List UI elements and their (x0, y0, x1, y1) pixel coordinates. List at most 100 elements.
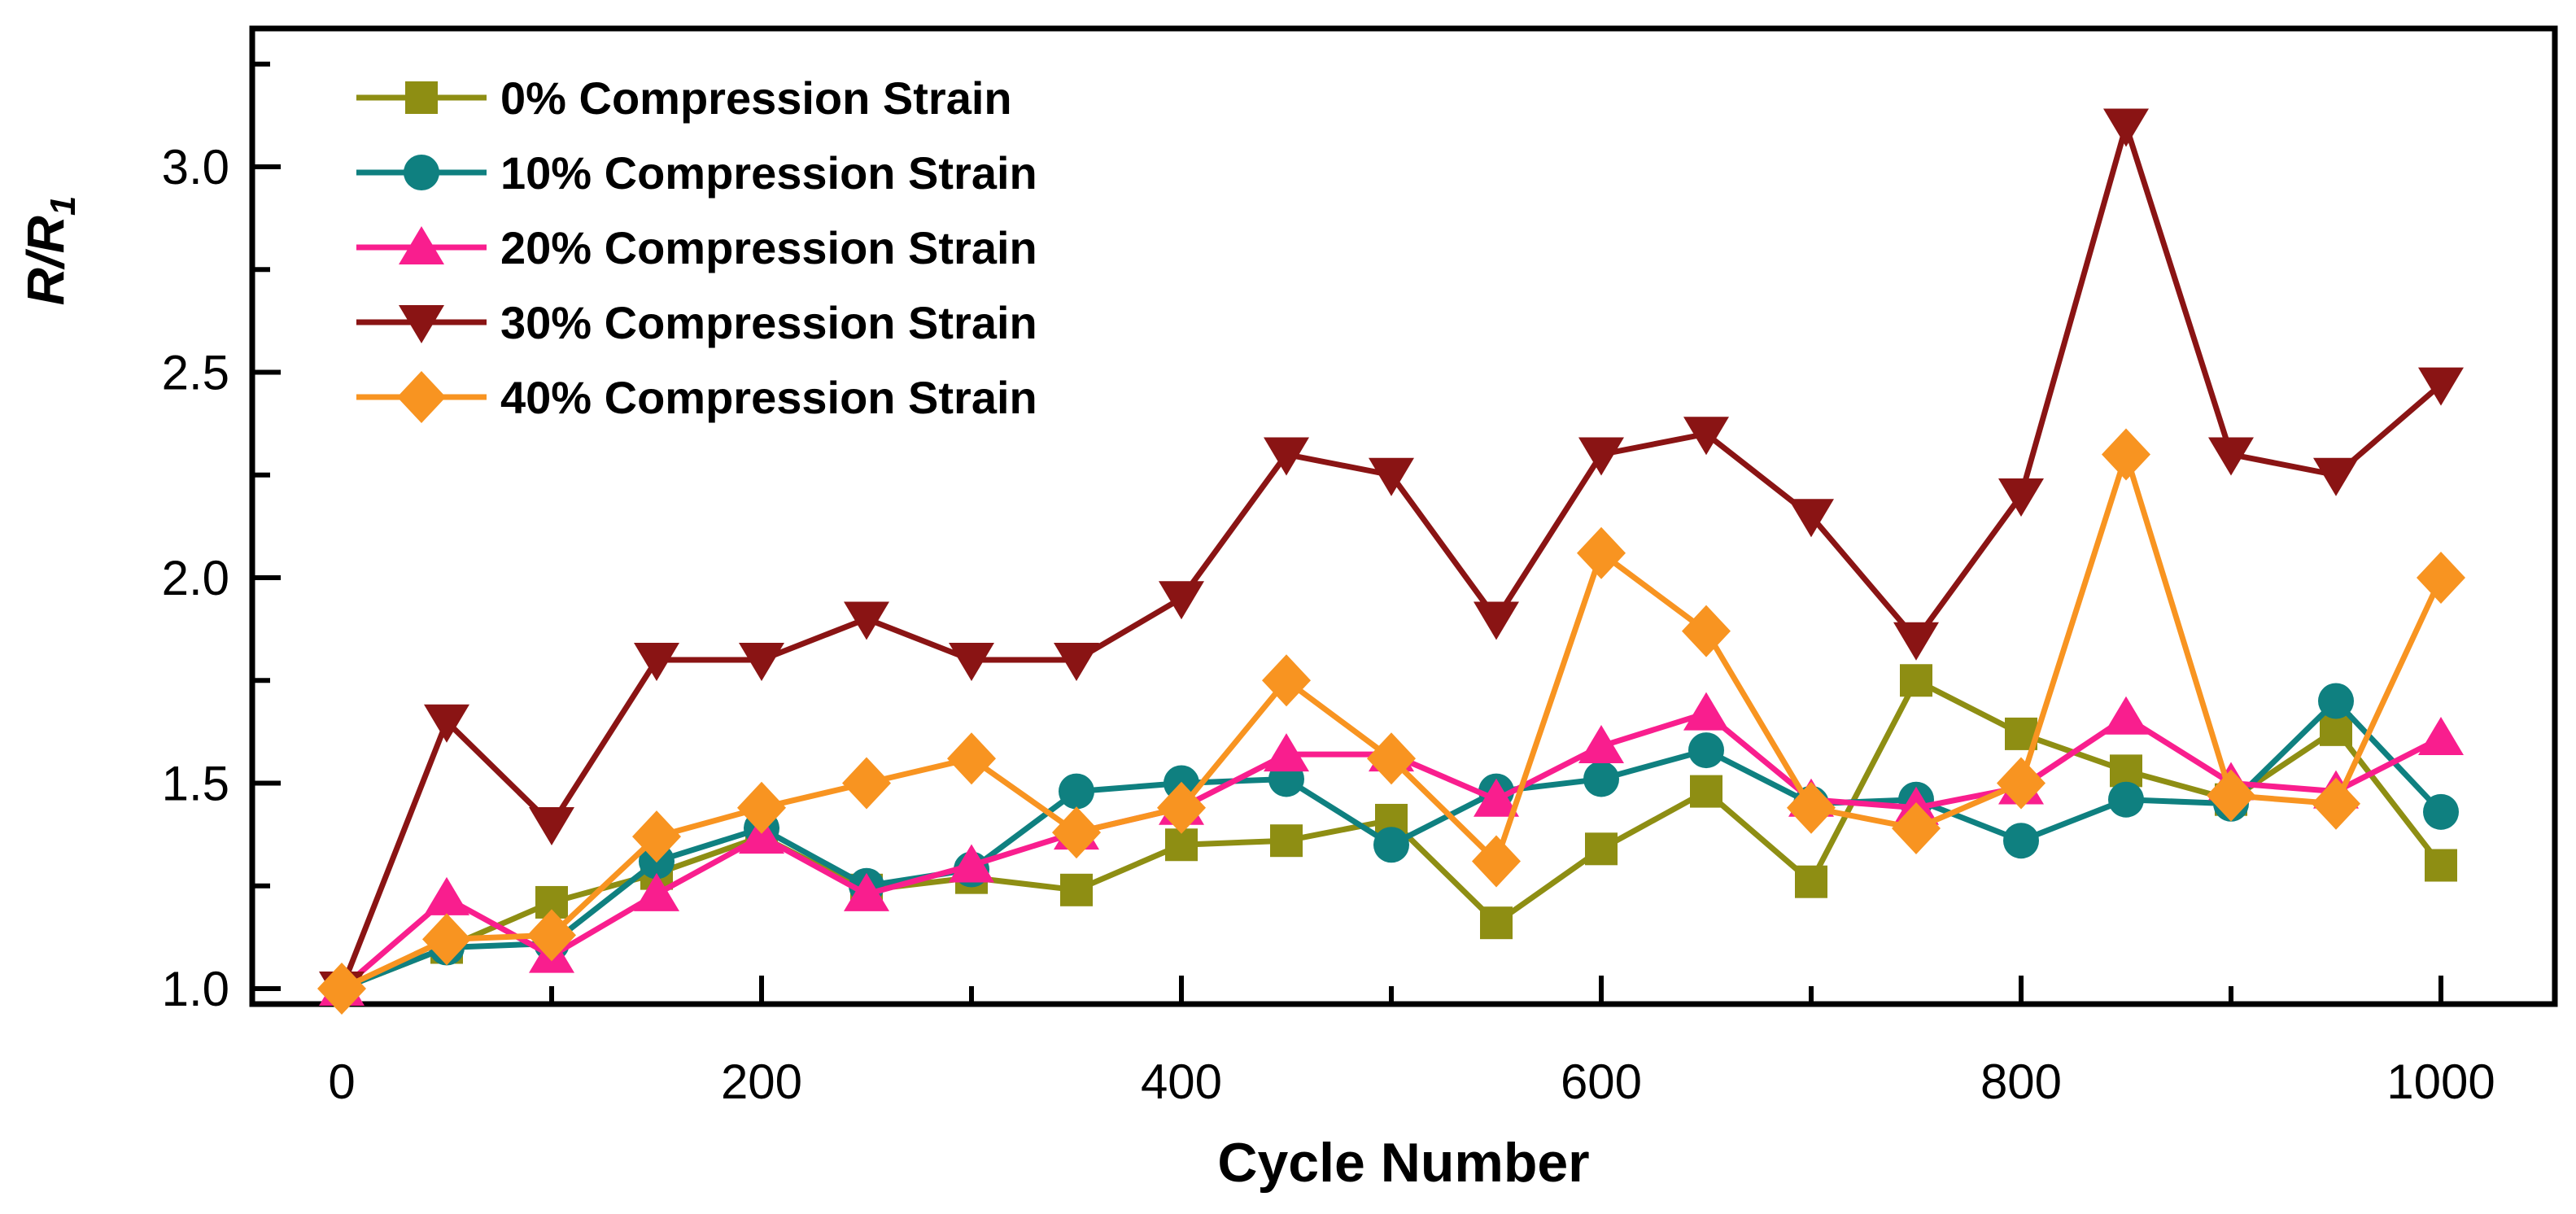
data-point-marker (1059, 773, 1094, 810)
data-point-marker (1373, 827, 1409, 863)
x-tick-label: 600 (1561, 1055, 1642, 1109)
data-point-marker (844, 601, 889, 640)
legend-label: 40% Compression Strain (500, 372, 1037, 423)
x-axis-title: Cycle Number (1217, 1132, 1589, 1194)
legend-item-30pct: 30% Compression Strain (356, 297, 1037, 348)
data-point-marker (947, 732, 996, 785)
data-point-marker (632, 810, 681, 863)
axis-labels: 0 200 400 600 800 1000 1.0 1.5 2.0 2.5 3.0 Cycle Nu… (16, 140, 2495, 1194)
data-point-marker (1998, 478, 2044, 517)
series-40pct (317, 428, 2465, 1015)
data-point-marker (1264, 733, 1309, 772)
data-point-marker (1060, 873, 1093, 906)
data-point-marker (842, 757, 891, 810)
y-axis-title: R/R1 (16, 196, 83, 306)
legend-marker-square-icon (405, 81, 438, 114)
data-point-marker (2313, 457, 2359, 496)
data-point-marker (424, 876, 469, 915)
data-point-marker (2418, 716, 2464, 755)
data-point-marker (2208, 437, 2254, 476)
data-point-marker (949, 643, 994, 681)
x-tick-label: 800 (1980, 1055, 2062, 1109)
data-point-marker (1474, 601, 1519, 640)
data-point-marker (2417, 552, 2465, 604)
data-point-marker (1787, 781, 1836, 834)
data-point-marker (737, 781, 786, 834)
legend-item-10pct: 10% Compression Strain (356, 147, 1037, 199)
legend-item-40pct: 40% Compression Strain (356, 371, 1037, 423)
x-tick-label: 1000 (2386, 1055, 2495, 1109)
data-point-marker (1369, 457, 1414, 496)
data-point-marker (1585, 832, 1618, 866)
data-point-marker (2207, 769, 2255, 822)
data-point-marker (1480, 906, 1513, 940)
series-layer (317, 108, 2465, 1015)
x-tick-label: 0 (328, 1055, 355, 1109)
legend-label: 0% Compression Strain (500, 72, 1012, 124)
data-point-marker (1795, 865, 1827, 898)
data-point-marker (739, 643, 784, 681)
data-point-marker (1900, 664, 1932, 697)
data-point-marker (1997, 757, 2046, 810)
data-point-marker (1893, 622, 1939, 661)
data-point-marker (2418, 367, 2464, 406)
legend-label: 20% Compression Strain (500, 222, 1037, 273)
data-point-marker (422, 913, 471, 966)
data-point-marker (1577, 526, 1626, 579)
data-point-marker (2110, 754, 2142, 788)
data-point-marker (1159, 581, 1204, 620)
y-tick-label: 1.5 (162, 757, 229, 811)
legend: 0% Compression Strain 10% Compression Str… (356, 72, 1037, 423)
data-point-marker (1270, 824, 1303, 858)
data-point-marker (1054, 643, 1099, 681)
data-point-marker (1892, 802, 1941, 855)
data-point-marker (2003, 823, 2039, 859)
data-point-marker (2423, 793, 2459, 830)
data-point-marker (2312, 777, 2360, 830)
legend-label: 30% Compression Strain (500, 297, 1037, 348)
data-point-marker (1264, 437, 1309, 476)
data-point-marker (1367, 732, 1416, 785)
plot-border (249, 25, 2558, 1007)
data-point-marker (2320, 713, 2352, 746)
data-point-marker (1583, 761, 1619, 797)
data-point-marker (2103, 696, 2149, 735)
y-tick-label: 3.0 (162, 140, 229, 194)
data-point-marker (2103, 108, 2149, 147)
data-point-marker (1688, 732, 1724, 769)
y-axis-title-main: R/R (16, 216, 75, 305)
axes (249, 25, 2558, 1007)
data-point-marker (1472, 835, 1521, 888)
x-tick-label: 400 (1141, 1055, 1222, 1109)
y-axis-title-subscript: 1 (43, 196, 83, 216)
data-point-marker (2108, 781, 2144, 818)
data-point-marker (1474, 778, 1519, 817)
legend-marker-diamond-icon (397, 371, 446, 423)
legend-marker-triangle-up-icon (399, 226, 444, 264)
data-point-marker (424, 704, 469, 743)
data-point-marker (1683, 417, 1729, 456)
y-tick-label: 2.5 (162, 346, 229, 400)
series-30pct (319, 108, 2464, 1010)
legend-item-0pct: 0% Compression Strain (356, 72, 1012, 124)
y-tick-label: 1.0 (162, 962, 229, 1016)
legend-marker-circle-icon (404, 155, 439, 190)
legend-item-20pct: 20% Compression Strain (356, 222, 1037, 273)
y-tick-label: 2.0 (162, 551, 229, 605)
data-point-marker (1052, 806, 1101, 859)
data-point-marker (1157, 781, 1206, 834)
data-point-marker (1262, 654, 1311, 707)
data-point-marker (1683, 692, 1729, 731)
data-point-marker (527, 909, 576, 962)
data-point-marker (739, 815, 784, 854)
data-point-marker (2318, 683, 2354, 719)
data-point-marker (2425, 849, 2457, 882)
legend-label: 10% Compression Strain (500, 147, 1037, 199)
data-point-marker (844, 872, 889, 911)
x-tick-label: 200 (721, 1055, 802, 1109)
data-point-marker (1165, 828, 1198, 862)
data-point-marker (634, 643, 679, 681)
